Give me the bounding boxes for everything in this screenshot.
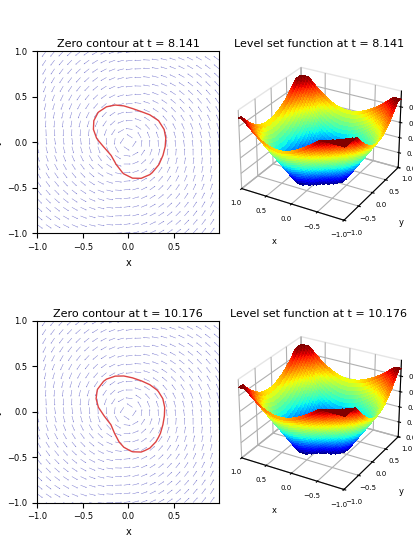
Y-axis label: y: y: [398, 487, 403, 496]
X-axis label: x: x: [125, 258, 131, 268]
X-axis label: x: x: [271, 506, 276, 515]
Y-axis label: y: y: [0, 409, 2, 414]
Title: Zero contour at t = 8.141: Zero contour at t = 8.141: [57, 39, 199, 49]
Y-axis label: y: y: [0, 140, 2, 145]
Title: Zero contour at t = 10.176: Zero contour at t = 10.176: [53, 309, 202, 319]
Title: Level set function at t = 8.141: Level set function at t = 8.141: [233, 39, 403, 49]
X-axis label: x: x: [271, 237, 276, 245]
Title: Level set function at t = 10.176: Level set function at t = 10.176: [230, 309, 406, 319]
Y-axis label: y: y: [398, 218, 403, 227]
X-axis label: x: x: [125, 527, 131, 537]
